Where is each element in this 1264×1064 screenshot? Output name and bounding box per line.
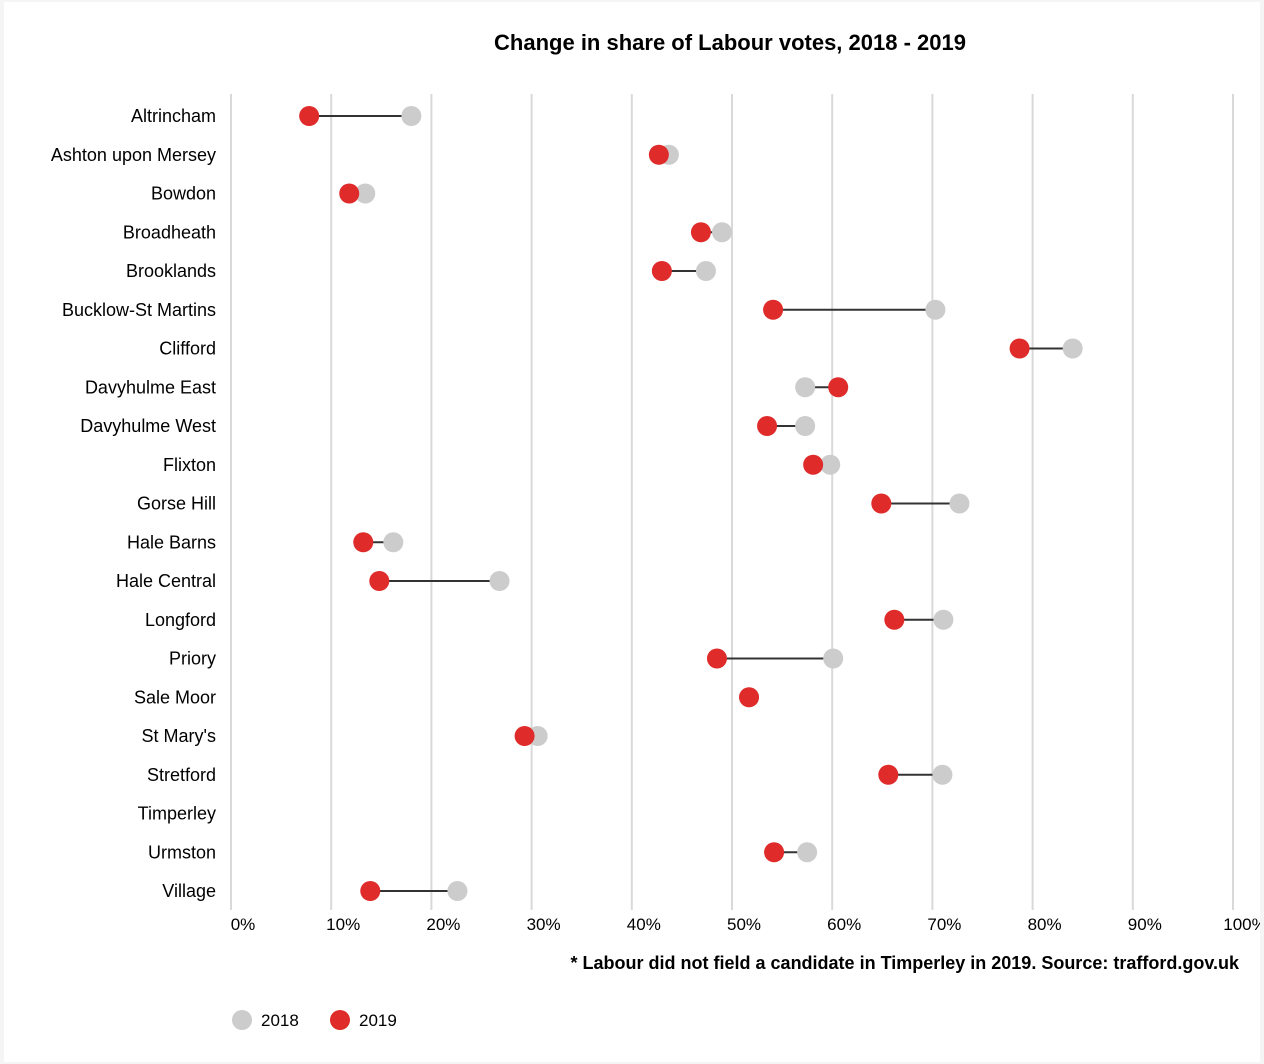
category-label-st-mary-s: St Mary's	[142, 726, 216, 746]
x-tick-label: 20%	[426, 915, 460, 934]
point-2018-village	[447, 881, 468, 901]
legend-marker-2018	[232, 1010, 252, 1030]
legend: 2018 2019	[232, 1010, 397, 1030]
point-2019-village	[360, 881, 381, 901]
category-label-priory: Priory	[169, 649, 216, 669]
category-label-bowdon: Bowdon	[151, 184, 216, 204]
source-note: * Labour did not field a candidate in Ti…	[571, 953, 1240, 973]
category-label-altrincham: Altrincham	[131, 106, 216, 126]
x-tick-label: 50%	[727, 915, 761, 934]
point-2019-longford	[884, 609, 905, 630]
point-2018-longford	[933, 609, 954, 630]
category-label-bucklow-st-martins: Bucklow-St Martins	[62, 300, 216, 320]
category-label-ashton-upon-mersey: Ashton upon Mersey	[51, 145, 216, 165]
point-2018-urmston	[797, 842, 818, 863]
point-2018-davyhulme-west	[795, 416, 816, 436]
legend-label-2019: 2019	[359, 1011, 397, 1030]
category-label-brooklands: Brooklands	[126, 261, 216, 281]
category-label-hale-barns: Hale Barns	[127, 532, 216, 552]
point-2019-bowdon	[339, 183, 360, 204]
x-tick-label: 10%	[326, 915, 360, 934]
point-2019-hale-barns	[353, 532, 374, 553]
category-label-longford: Longford	[145, 610, 216, 630]
point-2019-altrincham	[299, 106, 320, 126]
point-2018-davyhulme-east	[795, 377, 816, 398]
category-label-stretford: Stretford	[147, 765, 216, 785]
x-tick-label: 0%	[231, 915, 256, 934]
point-2018-altrincham	[401, 106, 422, 126]
category-label-village: Village	[162, 881, 216, 901]
x-tick-labels: 0% 10% 20% 30% 40% 50% 60% 70% 80% 90% 100%	[231, 915, 1260, 934]
category-label-sale-moor: Sale Moor	[134, 687, 216, 707]
x-tick-label: 60%	[827, 915, 861, 934]
data-marks	[299, 106, 1083, 901]
point-2018-priory	[823, 648, 844, 669]
point-2019-sale-moor	[739, 687, 760, 708]
legend-marker-2019	[330, 1010, 350, 1030]
chart-title: Change in share of Labour votes, 2018 - …	[494, 30, 966, 55]
x-tick-label: 80%	[1028, 915, 1062, 934]
x-tick-label: 70%	[927, 915, 961, 934]
point-2019-priory	[706, 648, 727, 669]
x-tick-label: 40%	[627, 915, 661, 934]
category-label-clifford: Clifford	[159, 339, 216, 359]
point-2019-hale-central	[369, 571, 390, 591]
point-2018-brooklands	[695, 261, 716, 281]
chart-card: Change in share of Labour votes, 2018 - …	[4, 2, 1260, 1062]
point-2019-brooklands	[651, 261, 672, 281]
point-2019-clifford	[1009, 338, 1030, 359]
point-2019-ashton-upon-mersey	[648, 144, 669, 165]
point-2019-bucklow-st-martins	[763, 299, 784, 320]
point-2019-urmston	[764, 842, 785, 863]
category-label-hale-central: Hale Central	[116, 571, 216, 591]
category-label-gorse-hill: Gorse Hill	[137, 494, 216, 514]
point-2018-clifford	[1062, 338, 1083, 359]
category-label-timperley: Timperley	[138, 804, 216, 824]
point-2019-flixton	[803, 454, 824, 475]
x-tick-label: 100%	[1223, 915, 1260, 934]
point-2018-hale-barns	[383, 532, 404, 553]
point-2019-gorse-hill	[871, 493, 892, 514]
x-tick-label: 30%	[527, 915, 561, 934]
x-tick-label: 90%	[1128, 915, 1162, 934]
point-2018-broadheath	[711, 222, 732, 243]
point-2019-davyhulme-east	[828, 377, 849, 398]
category-label-flixton: Flixton	[163, 455, 216, 475]
category-label-davyhulme-east: Davyhulme East	[85, 377, 216, 397]
point-2018-flixton	[820, 454, 841, 475]
category-label-davyhulme-west: Davyhulme West	[80, 416, 216, 436]
point-2019-st-mary-s	[514, 726, 535, 746]
point-2019-stretford	[878, 764, 899, 785]
point-2018-bowdon	[355, 183, 376, 204]
category-label-urmston: Urmston	[148, 842, 216, 862]
point-2018-gorse-hill	[949, 493, 970, 514]
point-2018-stretford	[932, 764, 953, 785]
point-2019-davyhulme-west	[757, 416, 778, 436]
point-2018-hale-central	[489, 571, 510, 591]
category-label-broadheath: Broadheath	[123, 222, 216, 242]
point-2018-bucklow-st-martins	[925, 299, 946, 320]
dumbbell-chart: Change in share of Labour votes, 2018 - …	[51, 30, 1260, 1030]
point-2019-broadheath	[690, 222, 711, 243]
grid-lines	[230, 94, 1234, 910]
category-labels: Altrincham Ashton upon Mersey Bowdon Broadh…	[51, 106, 216, 901]
legend-label-2018: 2018	[261, 1011, 299, 1030]
